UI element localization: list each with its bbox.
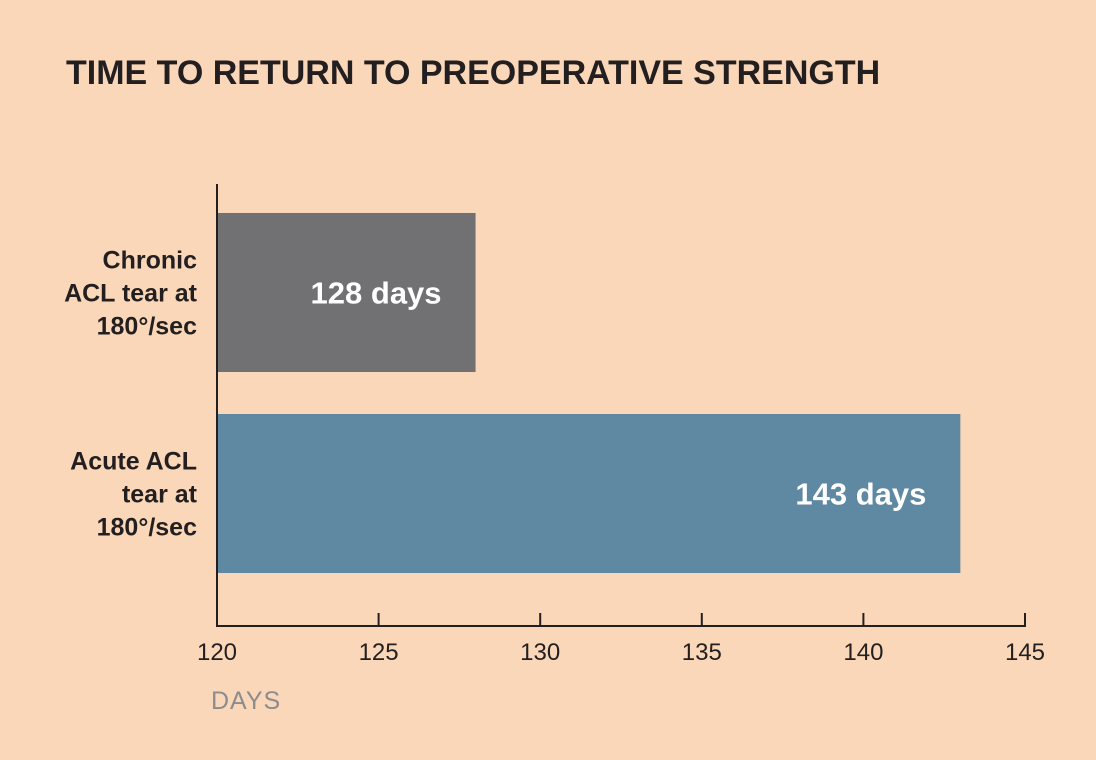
bar-value-label-1: 128 days [311, 276, 442, 311]
bar-value-label-2: 143 days [795, 477, 926, 512]
x-tick-label: 145 [1005, 639, 1045, 666]
x-tick-label: 120 [197, 639, 237, 666]
category-label-line: 180°/sec [97, 313, 197, 341]
bars-group: 128 days Chronic ACL tear at 180°/sec 143 da… [64, 213, 961, 573]
x-axis-label: DAYS [211, 687, 281, 715]
category-label-line: 180°/sec [97, 514, 197, 542]
x-tick-label: 140 [843, 639, 883, 666]
x-tick-label: 125 [359, 639, 399, 666]
bar-2 [217, 414, 961, 573]
bar-1 [217, 213, 476, 372]
category-label-2: Acute ACL tear at 180°/sec [70, 448, 198, 542]
category-label-line: ACL tear at [64, 280, 198, 308]
x-tick-label: 130 [520, 639, 560, 666]
axes-group: 120 125 130 135 140 145 [197, 184, 1045, 666]
category-label-line: tear at [122, 481, 198, 509]
category-label-line: Acute ACL [70, 448, 197, 476]
category-label-line: Chronic [103, 247, 198, 275]
chart-title: TIME TO RETURN TO PREOPERATIVE STRENGTH [66, 54, 880, 92]
category-label-1: Chronic ACL tear at 180°/sec [64, 247, 198, 341]
x-tick-label: 135 [682, 639, 722, 666]
